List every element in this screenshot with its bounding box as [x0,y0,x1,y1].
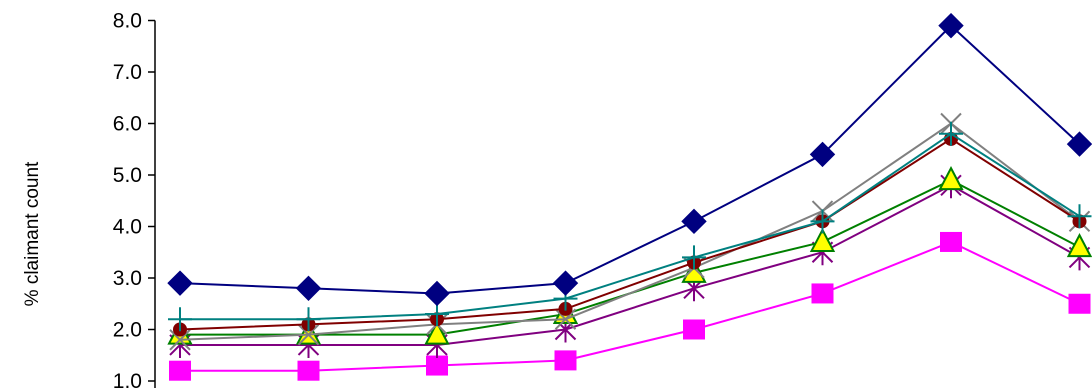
y-tick-label: 6.0 [113,113,142,136]
series-line [179,24,1081,295]
y-tick-label: 5.0 [113,164,142,187]
series-line [179,137,1081,331]
data-point [552,270,579,296]
data-point [940,231,962,252]
y-tick-label: 4.0 [113,216,142,239]
data-point [810,209,835,234]
series-3 [173,131,1087,337]
y-axis: 1.0 2.0 3.0 4.0 5.0 6.0 7.0 8.0 [113,10,156,388]
data-point [424,320,450,345]
data-point [168,307,192,332]
data-point [682,245,706,270]
data-point [169,329,191,351]
series-line [180,132,1081,321]
plot-area [167,12,1092,381]
data-point [297,323,320,346]
data-point [169,360,191,381]
data-point [809,227,836,252]
data-point [297,360,320,381]
series-2 [168,121,1092,332]
data-point [554,350,577,371]
data-point [1066,232,1092,258]
series-5 [167,165,1092,345]
data-point [1068,293,1091,314]
data-point [1066,131,1092,157]
series-line [179,122,1081,341]
y-tick-label: 1.0 [113,370,142,388]
series-line [180,240,1080,372]
series-1 [167,12,1092,307]
series-4 [169,112,1091,351]
data-point [167,270,193,296]
y-tick-label: 3.0 [113,267,142,290]
series-7 [169,231,1091,381]
data-point [683,319,705,340]
data-point [811,283,834,304]
data-point [938,12,964,39]
data-point [809,141,836,168]
data-point [426,355,448,376]
y-tick-label: 2.0 [113,319,142,342]
y-tick-label: 8.0 [113,10,142,33]
data-point [424,280,450,307]
series-line [180,179,1080,336]
data-point [1067,204,1092,229]
data-point [681,208,707,235]
data-point [554,308,577,330]
data-point [295,275,322,302]
data-point [296,307,321,332]
data-point [681,258,707,283]
data-point [939,121,963,146]
y-axis-label: % claimant count [22,161,43,306]
y-tick-label: 7.0 [113,61,142,84]
series-line [180,184,1080,346]
data-point [295,320,322,345]
data-point [938,165,964,191]
